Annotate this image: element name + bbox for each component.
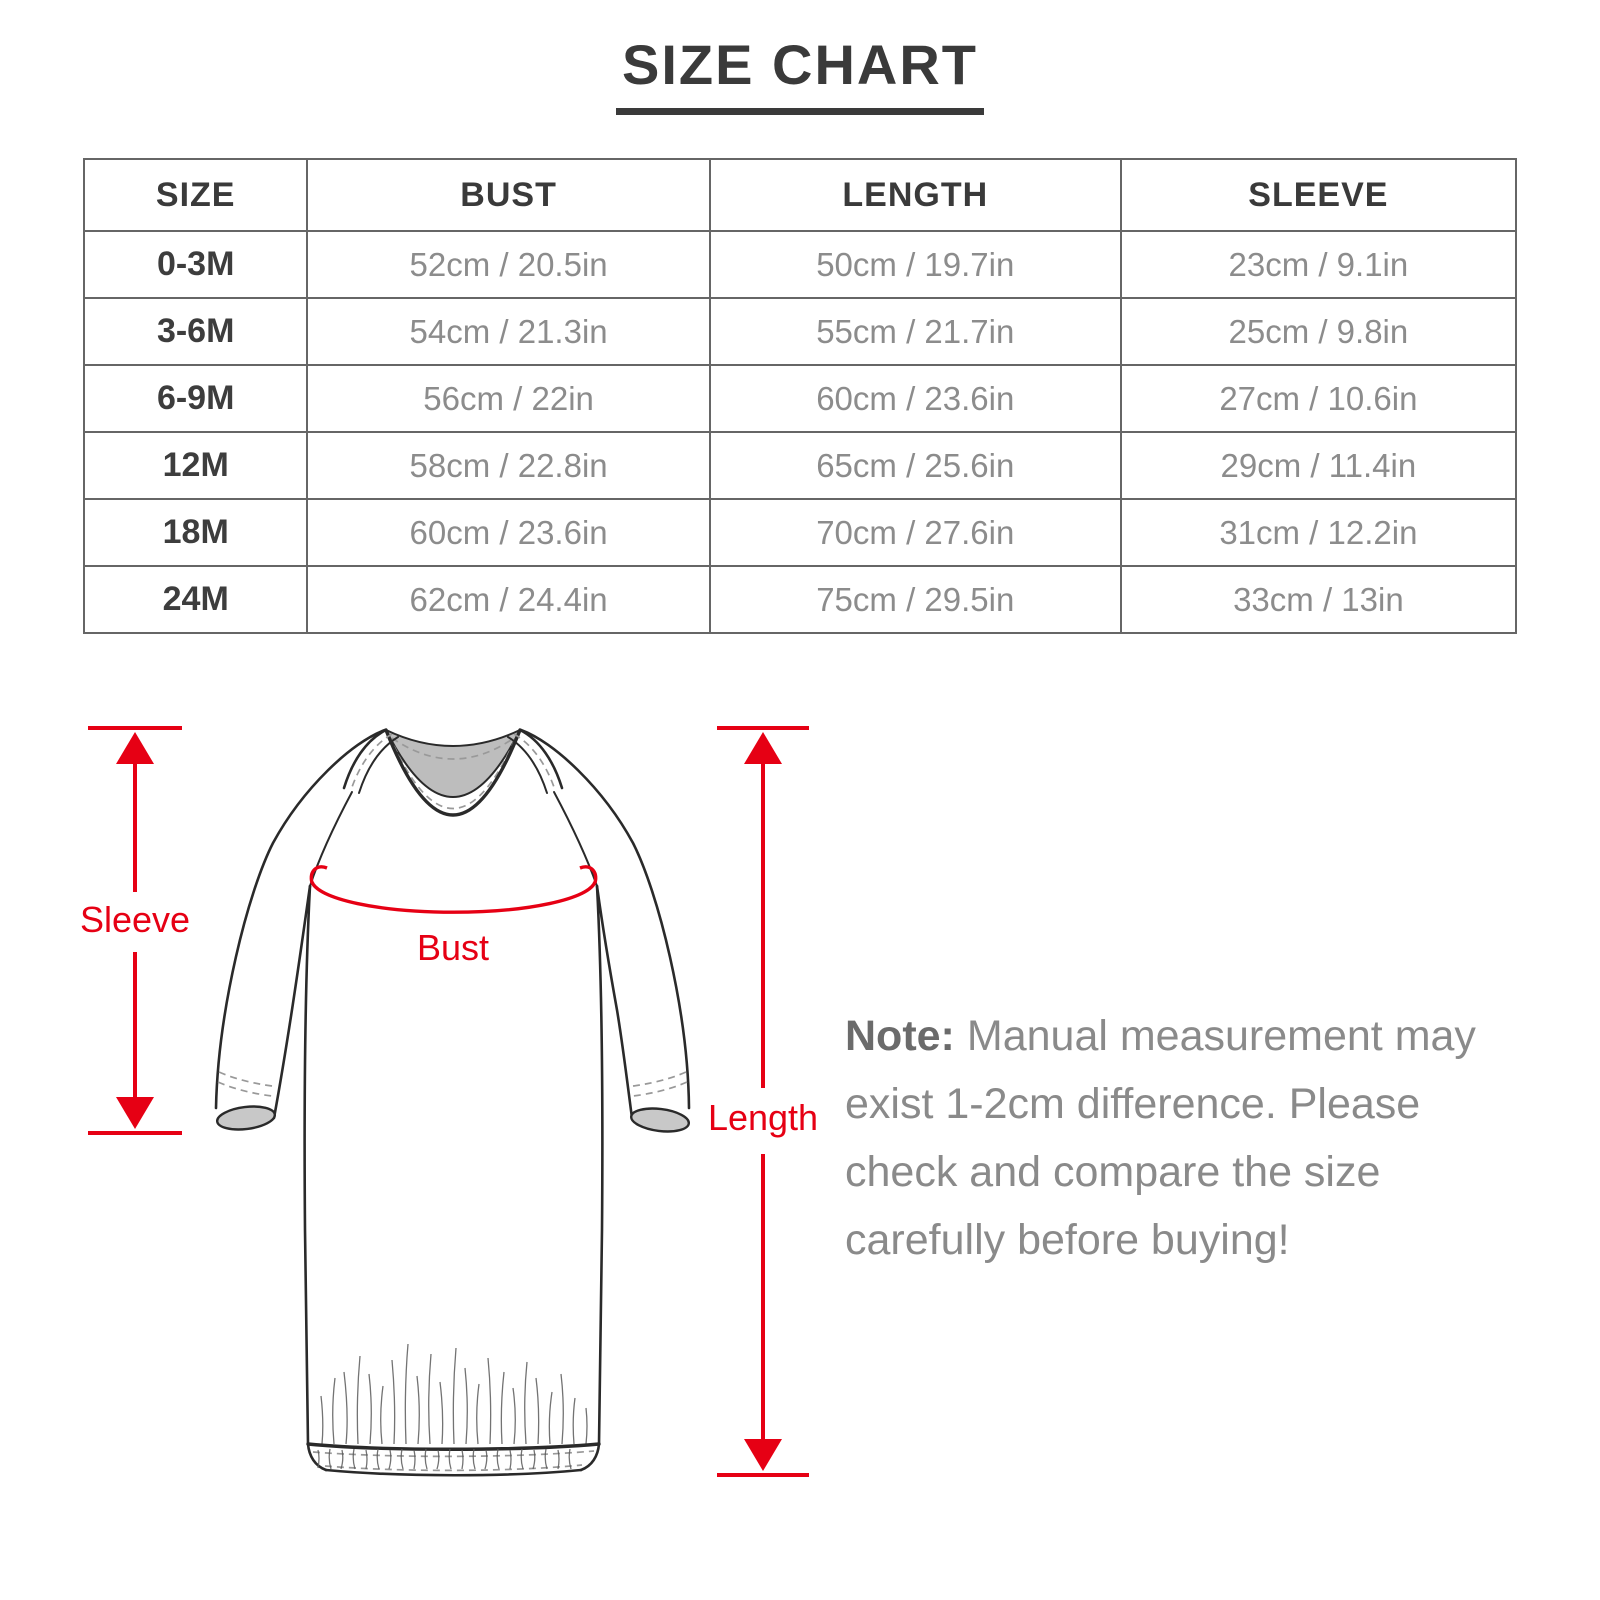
bust-measure-line: Bust xyxy=(309,865,598,968)
size-cell: 24M xyxy=(82,565,309,634)
hem-bottom-edge xyxy=(324,1468,583,1477)
hem-top-edge xyxy=(306,1442,601,1451)
length-cell: 50cm / 19.7in xyxy=(708,230,1122,299)
table-row: 24M 62cm / 24.4in 75cm / 29.5in 33cm / 1… xyxy=(82,565,1518,634)
bust-cell: 60cm / 23.6in xyxy=(306,498,711,567)
bust-cell: 52cm / 20.5in xyxy=(306,230,711,299)
sleeve-down-arrowhead xyxy=(116,1097,154,1129)
table-header-row: SIZE BUST LENGTH SLEEVE xyxy=(82,158,1518,232)
sleeve-cell: 33cm / 13in xyxy=(1119,565,1518,634)
bust-cell: 62cm / 24.4in xyxy=(306,565,711,634)
column-header-sleeve: SLEEVE xyxy=(1119,158,1518,232)
sleeve-up-arrowhead xyxy=(116,732,154,764)
body-right-side xyxy=(595,884,604,1446)
bust-ellipse-arc xyxy=(310,881,597,914)
column-header-bust: BUST xyxy=(306,158,711,232)
right-sleeve-outer-seam xyxy=(519,728,691,1110)
length-cell: 65cm / 25.6in xyxy=(708,431,1122,500)
note-text-line: carefully before buying! xyxy=(845,1216,1290,1264)
table-row: 6-9M 56cm / 22in 60cm / 23.6in 27cm / 10… xyxy=(82,364,1518,433)
size-cell: 0-3M xyxy=(82,230,309,299)
table-row: 12M 58cm / 22.8in 65cm / 25.6in 29cm / 1… xyxy=(82,431,1518,500)
length-cell: 70cm / 27.6in xyxy=(708,498,1122,567)
neckline xyxy=(342,728,564,817)
left-cuff xyxy=(215,1071,277,1131)
size-cell: 6-9M xyxy=(82,364,309,433)
table-row: 18M 60cm / 23.6in 70cm / 27.6in 31cm / 1… xyxy=(82,498,1518,567)
baby-gown-illustration xyxy=(214,728,691,1477)
length-label: Length xyxy=(708,1097,818,1138)
sleeve-measure-arrow: Sleeve xyxy=(80,726,190,1135)
length-cell: 60cm / 23.6in xyxy=(708,364,1122,433)
length-cell: 75cm / 29.5in xyxy=(708,565,1122,634)
note-text-line: Manual measurement may xyxy=(966,1012,1476,1060)
bust-cell: 54cm / 21.3in xyxy=(306,297,711,366)
size-cell: 18M xyxy=(82,498,309,567)
table-row: 0-3M 52cm / 20.5in 50cm / 19.7in 23cm / … xyxy=(82,230,1518,299)
length-up-arrowhead xyxy=(744,732,782,764)
sleeve-cell: 29cm / 11.4in xyxy=(1119,431,1518,500)
size-cell: 3-6M xyxy=(82,297,309,366)
body-left-side xyxy=(303,884,312,1446)
length-measure-arrow: Length xyxy=(708,726,818,1477)
size-table: SIZE BUST LENGTH SLEEVE 0-3M 52cm / 20.5… xyxy=(82,158,1518,634)
size-cell: 12M xyxy=(82,431,309,500)
note-text-line: check and compare the size xyxy=(845,1148,1381,1196)
left-sleeve-outer-seam xyxy=(214,728,387,1110)
table-row: 3-6M 54cm / 21.3in 55cm / 21.7in 25cm / … xyxy=(82,297,1518,366)
bust-cell: 56cm / 22in xyxy=(306,364,711,433)
column-header-size: SIZE xyxy=(82,158,309,232)
hem-band xyxy=(306,1343,601,1477)
right-cuff xyxy=(629,1071,691,1133)
bust-label: Bust xyxy=(417,927,489,968)
column-header-length: LENGTH xyxy=(708,158,1122,232)
gown-measurement-diagram: Sleeve Bust Length xyxy=(80,726,818,1477)
note-text-line: exist 1-2cm difference. Please xyxy=(845,1080,1421,1128)
right-armhole-seam xyxy=(553,791,598,887)
page-title: SIZE CHART xyxy=(616,34,984,115)
bust-cell: 58cm / 22.8in xyxy=(306,431,711,500)
sleeve-cell: 27cm / 10.6in xyxy=(1119,364,1518,433)
note-block: Note: Manual measurement may exist 1-2cm … xyxy=(845,1002,1505,1274)
left-sleeve-inner-seam xyxy=(272,884,312,1120)
sleeve-cell: 25cm / 9.8in xyxy=(1119,297,1518,366)
note-label: Note: xyxy=(845,1012,955,1060)
right-sleeve-inner-seam xyxy=(595,884,634,1120)
sleeve-cell: 31cm / 12.2in xyxy=(1119,498,1518,567)
length-cell: 55cm / 21.7in xyxy=(708,297,1122,366)
sleeve-cell: 23cm / 9.1in xyxy=(1119,230,1518,299)
title-wrap: SIZE CHART xyxy=(0,34,1600,115)
left-armhole-seam xyxy=(309,791,353,887)
sleeve-label: Sleeve xyxy=(80,899,190,940)
length-down-arrowhead xyxy=(744,1439,782,1471)
